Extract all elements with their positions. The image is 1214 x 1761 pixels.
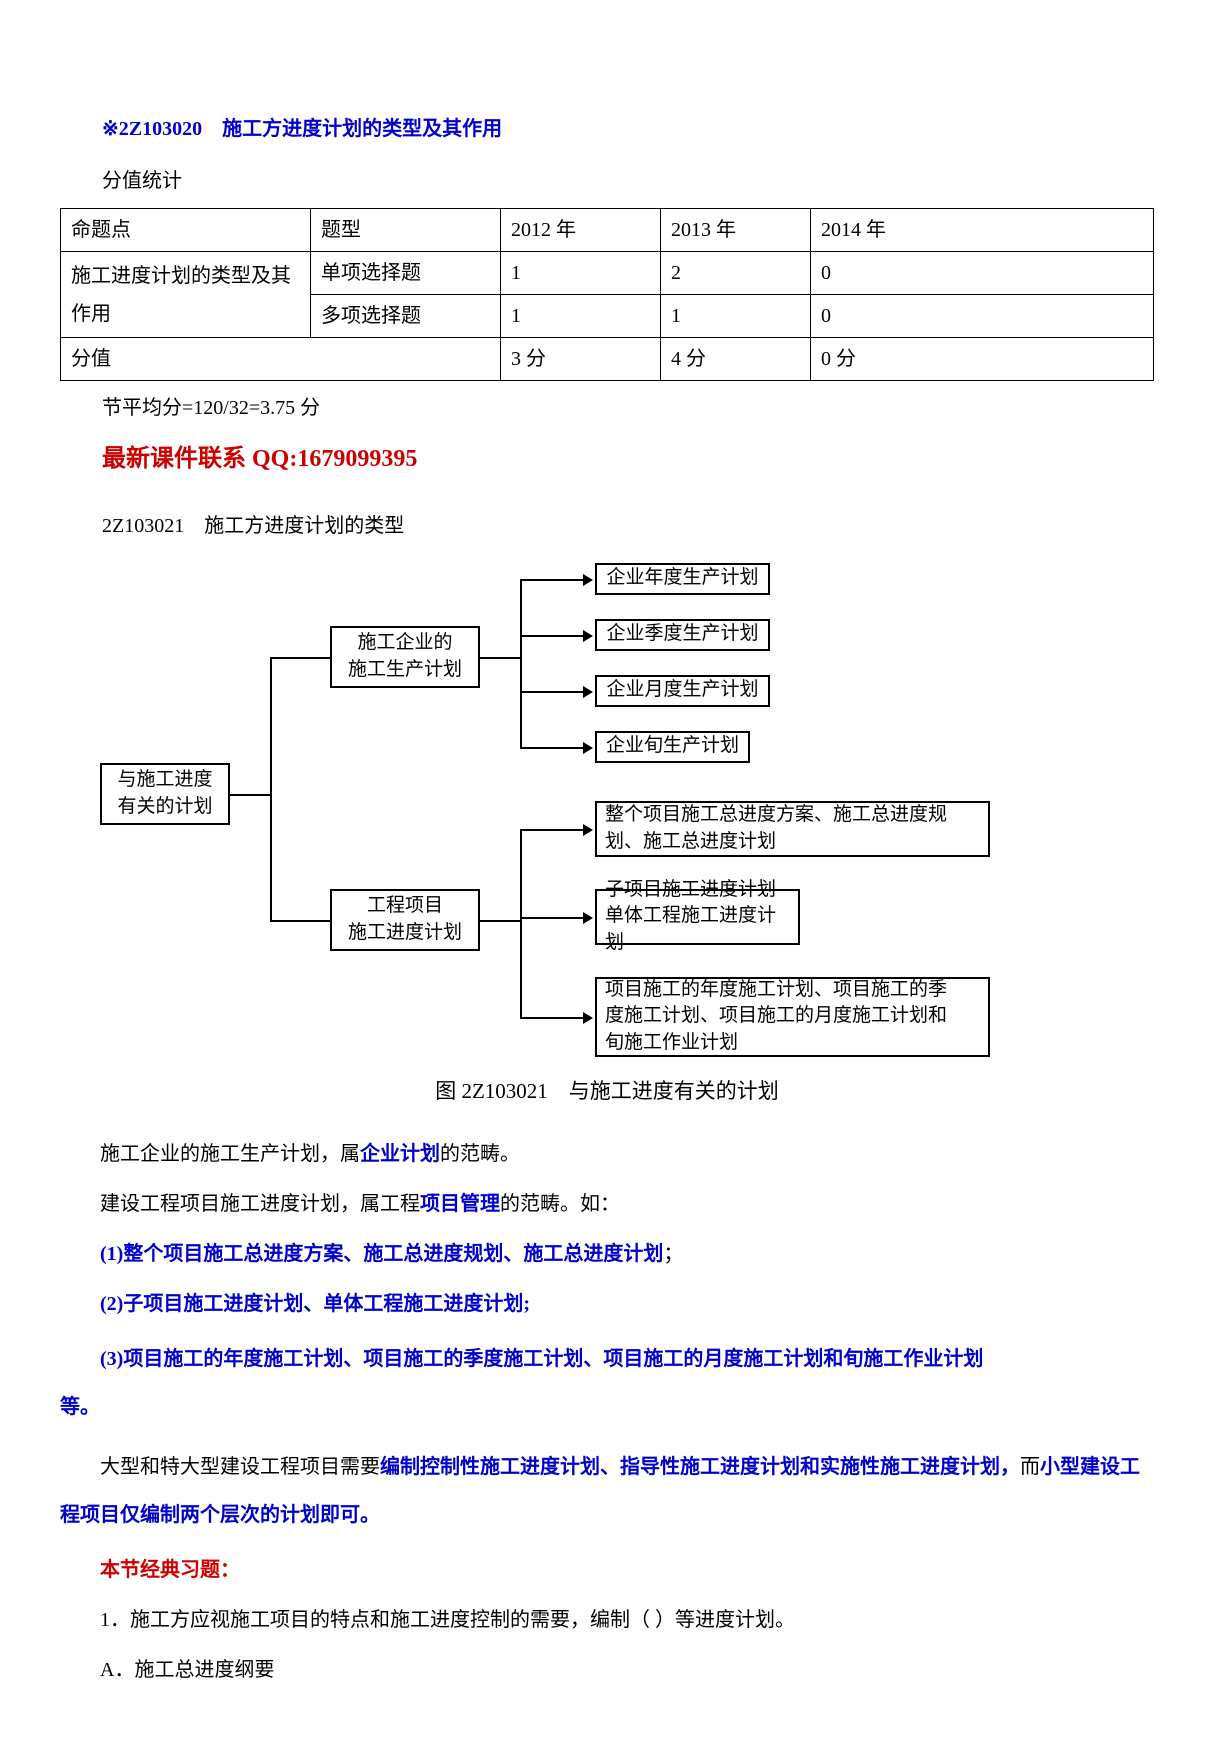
cell: 2013 年: [661, 209, 811, 252]
cell: 施工进度计划的类型及其作用: [61, 252, 311, 338]
cell: 4 分: [661, 338, 811, 381]
score-table: 命题点 题型 2012 年 2013 年 2014 年 施工进度计划的类型及其作…: [60, 208, 1154, 381]
diagram-line: [520, 635, 585, 637]
arrow-icon: [583, 912, 593, 924]
list-item: (1)整个项目施工总进度方案、施工总进度规划、施工总进度计划；: [60, 1235, 1154, 1273]
diagram-leaf: 企业月度生产计划: [595, 675, 770, 707]
text: 而: [1020, 1456, 1040, 1478]
contact-info: 最新课件联系 QQ:1679099395: [102, 437, 1154, 483]
page-title: ※2Z103020 施工方进度计划的类型及其作用: [102, 110, 1154, 148]
arrow-icon: [583, 686, 593, 698]
cell: 1: [661, 295, 811, 338]
cell: 题型: [311, 209, 501, 252]
diagram-leaf: 整个项目施工总进度方案、施工总进度规 划、施工总进度计划: [595, 801, 990, 857]
arrow-icon: [583, 1012, 593, 1024]
diagram-branch: 工程项目 施工进度计划: [330, 889, 480, 951]
keyword: 等。: [60, 1396, 100, 1418]
diagram-line: [520, 579, 522, 749]
cell: 2012 年: [501, 209, 661, 252]
figure-caption: 图 2Z103021 与施工进度有关的计划: [60, 1072, 1154, 1112]
paragraph: 建设工程项目施工进度计划，属工程项目管理的范畴。如：: [60, 1185, 1154, 1223]
text: 大型和特大型建设工程项目需要: [100, 1456, 380, 1478]
diagram-line: [520, 747, 585, 749]
diagram-line: [480, 657, 520, 659]
list-item: (2)子项目施工进度计划、单体工程施工进度计划;: [60, 1285, 1154, 1323]
cell: 0 分: [811, 338, 1154, 381]
keyword: (3)项目施工的年度施工计划、项目施工的季度施工计划、项目施工的月度施工计划和旬…: [100, 1348, 983, 1370]
diagram-line: [270, 657, 272, 922]
diagram-branch: 施工企业的 施工生产计划: [330, 626, 480, 688]
diagram-line: [520, 691, 585, 693]
keyword: 企业计划: [360, 1143, 440, 1165]
cell: 2: [661, 252, 811, 295]
diagram-leaf: 子项目施工进度计划 单体工程施工进度计划: [595, 889, 800, 945]
cell: 0: [811, 252, 1154, 295]
keyword: 项目管理: [420, 1193, 500, 1215]
text: 施工企业的施工生产计划，属: [100, 1143, 360, 1165]
flowchart-diagram: 与施工进度 有关的计划 施工企业的 施工生产计划 工程项目 施工进度计划 企业年…: [100, 563, 1000, 1058]
arrow-icon: [583, 574, 593, 586]
table-row: 命题点 题型 2012 年 2013 年 2014 年: [61, 209, 1154, 252]
cell: 1: [501, 252, 661, 295]
diagram-leaf: 企业季度生产计划: [595, 619, 770, 651]
cell: 0: [811, 295, 1154, 338]
arrow-icon: [583, 630, 593, 642]
text: 建设工程项目施工进度计划，属工程: [100, 1193, 420, 1215]
diagram-line: [270, 920, 330, 922]
keyword: (1)整个项目施工总进度方案、施工总进度规划、施工总进度计划: [100, 1243, 663, 1265]
arrow-icon: [583, 742, 593, 754]
table-row: 分值 3 分 4 分 0 分: [61, 338, 1154, 381]
cell: 多项选择题: [311, 295, 501, 338]
cell: 单项选择题: [311, 252, 501, 295]
cell: 命题点: [61, 209, 311, 252]
diagram-root: 与施工进度 有关的计划: [100, 763, 230, 825]
section-heading: 2Z103021 施工方进度计划的类型: [102, 507, 1154, 545]
table-row: 施工进度计划的类型及其作用 单项选择题 1 2 0: [61, 252, 1154, 295]
diagram-leaf: 企业旬生产计划: [595, 731, 750, 763]
paragraph: 大型和特大型建设工程项目需要编制控制性施工进度计划、指导性施工进度计划和实施性施…: [60, 1443, 1154, 1539]
diagram-line: [520, 829, 585, 831]
keyword: 编制控制性施工进度计划、指导性施工进度计划和实施性施工进度计划，: [380, 1456, 1020, 1478]
diagram-leaf: 企业年度生产计划: [595, 563, 770, 595]
diagram-line: [520, 1017, 585, 1019]
question: 1．施工方应视施工项目的特点和施工进度控制的需要，编制（ ）等进度计划。: [60, 1601, 1154, 1639]
arrow-icon: [583, 824, 593, 836]
diagram-leaf: 项目施工的年度施工计划、项目施工的季 度施工计划、项目施工的月度施工计划和 旬施…: [595, 977, 990, 1057]
option: A．施工总进度纲要: [60, 1651, 1154, 1689]
exercise-heading: 本节经典习题：: [60, 1551, 1154, 1589]
cell: 分值: [61, 338, 501, 381]
diagram-line: [520, 917, 585, 919]
diagram-line: [520, 579, 585, 581]
paragraph: 施工企业的施工生产计划，属企业计划的范畴。: [60, 1135, 1154, 1173]
cell: 2014 年: [811, 209, 1154, 252]
cell: 3 分: [501, 338, 661, 381]
diagram-line: [230, 794, 270, 796]
diagram-line: [480, 920, 520, 922]
subtitle: 分值统计: [102, 162, 1154, 200]
cell: 1: [501, 295, 661, 338]
text: ；: [663, 1243, 683, 1265]
diagram-line: [270, 657, 330, 659]
list-item: (3)项目施工的年度施工计划、项目施工的季度施工计划、项目施工的月度施工计划和旬…: [60, 1335, 1154, 1431]
text: 的范畴。如：: [500, 1193, 620, 1215]
text: 的范畴。: [440, 1143, 520, 1165]
diagram-line: [520, 829, 522, 1019]
avg-score: 节平均分=120/32=3.75 分: [102, 389, 1154, 427]
